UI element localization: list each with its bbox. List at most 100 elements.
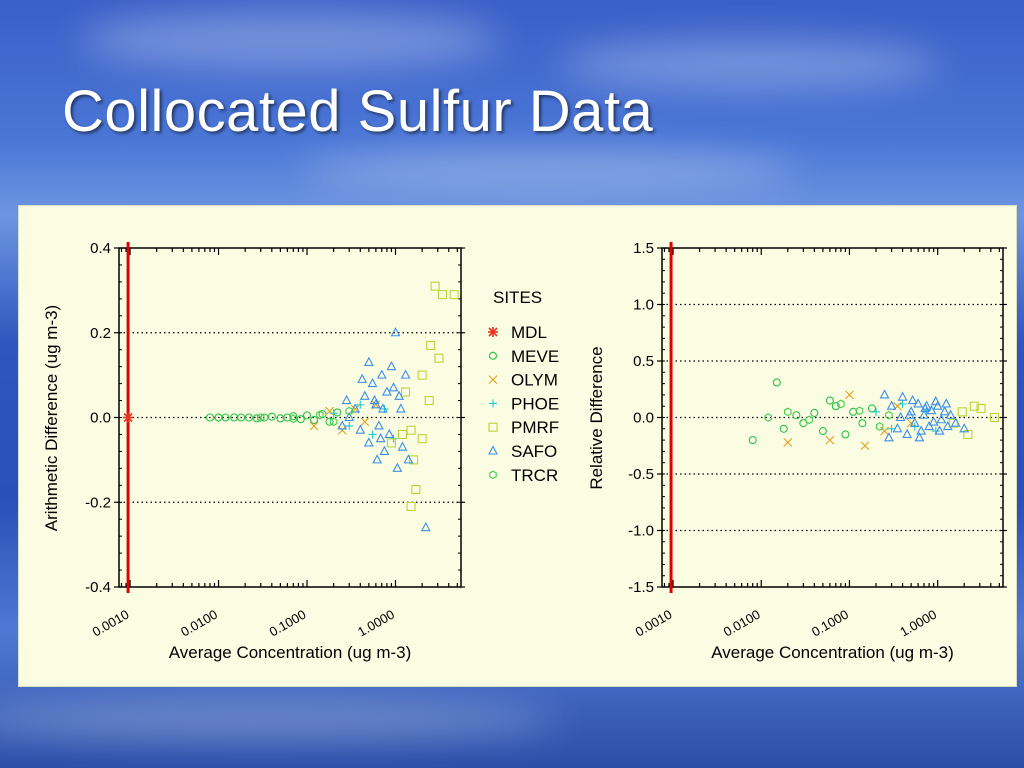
data-point bbox=[897, 391, 908, 401]
data-point-shape bbox=[959, 423, 970, 433]
data-point bbox=[309, 421, 319, 431]
data-point bbox=[805, 415, 813, 425]
data-point bbox=[924, 420, 935, 431]
data-point bbox=[411, 484, 421, 495]
data-point bbox=[426, 340, 436, 351]
y-tick-label: 0.2 bbox=[90, 325, 111, 342]
data-point-shape bbox=[779, 424, 788, 433]
data-point-shape bbox=[886, 400, 897, 410]
data-point-shape bbox=[928, 416, 939, 426]
legend-marker bbox=[488, 375, 498, 384]
data-point-shape bbox=[932, 400, 943, 410]
data-point-shape bbox=[437, 290, 448, 300]
series-pmrf bbox=[386, 281, 459, 512]
data-point-shape bbox=[920, 402, 931, 413]
data-point bbox=[772, 378, 781, 387]
data-point bbox=[406, 425, 416, 435]
data-point bbox=[409, 455, 419, 465]
x-tick-label: 0.1000 bbox=[267, 607, 309, 640]
data-point bbox=[928, 416, 939, 426]
data-point-shape bbox=[879, 389, 890, 399]
data-point-stroke bbox=[845, 390, 854, 400]
data-point-shape bbox=[916, 425, 927, 435]
data-point-shape bbox=[237, 413, 246, 422]
data-point-shape bbox=[390, 327, 401, 337]
data-point-shape bbox=[989, 412, 1000, 423]
data-point bbox=[276, 414, 285, 423]
series-trcr bbox=[214, 406, 353, 427]
legend-marker bbox=[489, 470, 497, 480]
y-tick-label: -1.0 bbox=[628, 523, 654, 540]
data-point-shape bbox=[883, 432, 894, 442]
data-point bbox=[309, 415, 319, 425]
plot-frame bbox=[118, 247, 462, 588]
data-point bbox=[904, 409, 915, 419]
y-tick-label: -1.5 bbox=[628, 579, 654, 596]
data-point bbox=[424, 396, 434, 406]
data-point bbox=[764, 413, 772, 422]
data-point-shape bbox=[309, 415, 319, 425]
data-point bbox=[394, 390, 405, 400]
data-point bbox=[779, 424, 788, 433]
chart-panel: 0.4 0.2 0.0 -0.2 -0.4 0.0010 0.0100 0.1000 1.000… bbox=[18, 205, 1017, 687]
data-point bbox=[936, 414, 947, 424]
data-point-shape bbox=[902, 428, 913, 438]
data-point bbox=[289, 414, 298, 424]
data-point bbox=[855, 406, 864, 416]
data-point-shape bbox=[914, 432, 925, 442]
data-point-shape bbox=[296, 415, 305, 424]
background-cloud bbox=[300, 150, 800, 190]
data-point bbox=[845, 390, 854, 400]
series-phoe bbox=[329, 400, 398, 443]
data-point-shape bbox=[377, 403, 388, 413]
data-point-shape bbox=[289, 414, 298, 424]
data-point-shape bbox=[942, 420, 953, 431]
data-point-shape bbox=[805, 415, 813, 425]
data-point bbox=[214, 413, 223, 422]
data-point-shape bbox=[375, 433, 386, 443]
legend-marker bbox=[488, 327, 498, 337]
data-point-shape bbox=[810, 408, 819, 418]
data-point bbox=[256, 413, 265, 422]
data-point bbox=[406, 501, 416, 512]
data-point bbox=[880, 426, 889, 436]
data-point-shape bbox=[357, 373, 368, 383]
legend-label: OLYM bbox=[511, 371, 558, 390]
data-point bbox=[344, 411, 355, 422]
data-point-shape bbox=[825, 396, 834, 405]
data-point-shape bbox=[363, 437, 374, 447]
data-point bbox=[969, 401, 979, 411]
data-point-shape bbox=[792, 411, 801, 420]
legend-marker bbox=[489, 399, 497, 408]
data-point-shape bbox=[969, 401, 979, 411]
data-point bbox=[392, 462, 403, 472]
data-point-shape bbox=[867, 404, 877, 413]
legend-label: SAFO bbox=[511, 442, 557, 461]
y-axis-label: Relative Difference bbox=[587, 346, 606, 489]
data-point bbox=[959, 423, 970, 433]
x-tick-label: 0.0010 bbox=[90, 607, 132, 640]
data-point bbox=[252, 414, 261, 423]
data-point bbox=[374, 420, 384, 430]
data-point-shape bbox=[256, 413, 265, 422]
x-axis-label: Average Concentration (ug m-3) bbox=[169, 643, 412, 662]
legend-item-olym: OLYM bbox=[488, 371, 558, 390]
data-point-shape bbox=[924, 420, 935, 431]
data-point bbox=[316, 410, 324, 420]
legend-label: TRCR bbox=[511, 466, 558, 485]
y-tick-label: 0.0 bbox=[633, 410, 654, 427]
data-point-stroke bbox=[783, 437, 793, 447]
data-point-shape bbox=[936, 414, 947, 424]
data-point bbox=[950, 417, 961, 427]
data-point bbox=[895, 411, 906, 422]
data-point-shape bbox=[316, 410, 324, 420]
data-point bbox=[356, 400, 365, 409]
series-trcr bbox=[764, 399, 893, 431]
slide-title: Collocated Sulfur Data bbox=[62, 79, 654, 144]
data-point bbox=[914, 432, 925, 442]
legend-marker-shape bbox=[489, 470, 497, 480]
data-point bbox=[390, 327, 401, 337]
data-point-stroke bbox=[825, 435, 835, 445]
data-point-shape bbox=[885, 410, 893, 420]
data-point bbox=[379, 445, 390, 455]
